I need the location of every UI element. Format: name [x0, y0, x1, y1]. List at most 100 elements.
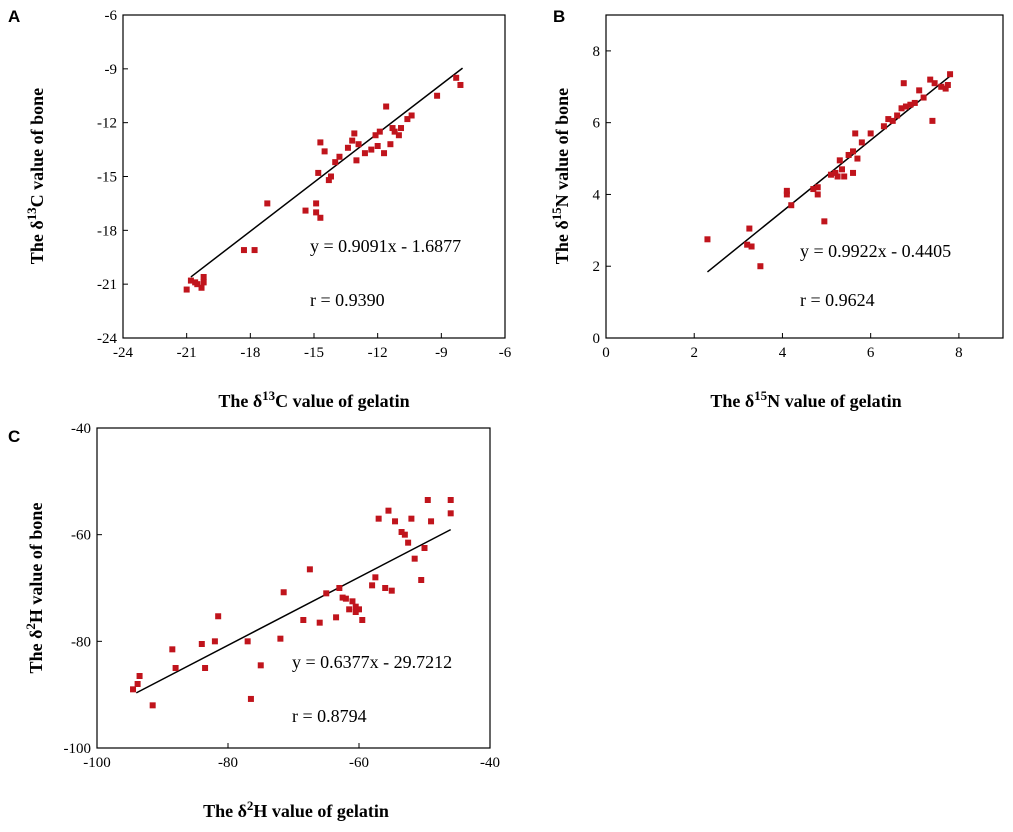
panel-c-letter: C [8, 427, 20, 446]
panel-a-r-value: r = 0.9390 [310, 290, 385, 310]
a-data-point [355, 141, 362, 148]
c-data-point [375, 515, 382, 522]
b-data-point [841, 173, 848, 180]
c-data-point [408, 515, 415, 522]
a-data-point [457, 81, 464, 88]
c-x-tick-label: -100 [83, 755, 111, 771]
panel-c-points [130, 497, 454, 709]
panel-b-equation: y = 0.9922x - 0.4405 [800, 241, 951, 261]
c-data-point [247, 695, 254, 702]
panel-a-ticks: -24 -21 -18 -15 -12 -9 -6 -24 -21 -18 -15 -12 -9 -6 [97, 8, 512, 361]
c-data-point [149, 702, 156, 709]
b-data-point [907, 101, 914, 108]
b-data-point [788, 202, 795, 209]
c-data-point [333, 614, 340, 621]
a-data-point [317, 139, 324, 146]
c-data-point [323, 590, 330, 597]
c-data-point [172, 665, 179, 671]
c-data-point [382, 585, 389, 591]
c-y-tick-label: -60 [71, 528, 91, 544]
panel-c-ticks: -100 -80 -60 -40 -100 -80 -60 -40 [64, 421, 501, 771]
b-data-point [911, 99, 918, 106]
a-x-tick-label: -6 [499, 345, 512, 361]
a-data-point [381, 150, 388, 157]
c-data-point [339, 594, 346, 601]
b-y-tick-label: 2 [593, 259, 601, 275]
a-data-point [327, 173, 334, 180]
a-data-point [391, 128, 398, 135]
a-data-point [313, 209, 320, 216]
panel-c-r-value: r = 0.8794 [292, 706, 367, 726]
c-data-point [388, 587, 395, 594]
a-data-point [361, 150, 368, 157]
c-data-point [306, 566, 313, 573]
b-data-point [850, 148, 857, 155]
c-data-point [405, 539, 412, 546]
a-data-point [200, 279, 207, 286]
a-y-tick-label: -15 [97, 170, 117, 186]
b-data-point [894, 112, 901, 119]
b-data-point [852, 130, 859, 137]
b-data-point [947, 71, 954, 78]
a-data-point [398, 125, 405, 132]
c-data-point [401, 531, 408, 538]
a-data-point [313, 200, 320, 207]
b-data-point [836, 157, 843, 164]
b-data-point [783, 191, 790, 198]
a-data-point [194, 281, 201, 288]
b-data-point [827, 171, 834, 178]
panel-a-x-axis-title: The δ13C value of gelatin [218, 388, 409, 411]
panel-a-y-axis-title: The δ13C value of bone [24, 88, 47, 264]
a-y-tick-label: -12 [97, 116, 117, 132]
b-data-point [942, 85, 949, 92]
c-data-point [428, 518, 435, 525]
a-data-point [336, 153, 343, 160]
panel-b-plot-frame [605, 14, 1004, 339]
c-data-point [169, 646, 176, 653]
c-y-tick-label: -40 [71, 421, 91, 437]
c-x-tick-label: -60 [349, 755, 369, 771]
c-fit-line [135, 528, 452, 694]
b-y-tick-label: 8 [593, 44, 601, 60]
c-data-point [215, 613, 222, 620]
panel-c-x-axis-title: The δ2H value of gelatin [203, 798, 389, 821]
b-data-point [783, 187, 790, 194]
c-data-point [352, 603, 359, 610]
panel-b-ticks: 0 2 4 6 8 0 2 4 6 8 [593, 44, 963, 361]
a-fit-line [190, 67, 464, 278]
a-data-point [349, 137, 356, 144]
b-data-point [927, 76, 934, 83]
a-data-point [183, 286, 190, 293]
a-data-point [351, 130, 358, 137]
b-data-point [834, 173, 841, 180]
c-x-tick-label: -80 [218, 755, 238, 771]
b-data-point [938, 83, 945, 90]
panel-a: A -24 -21 -18 -15 -12 -9 -6 -24 -21 -18 -15 -12 -9 -6… [8, 7, 512, 411]
panel-c-y-axis-title: The δ2H value of bone [23, 503, 46, 674]
c-data-point [392, 518, 399, 525]
a-data-point [374, 142, 381, 149]
a-x-tick-label: -24 [113, 345, 133, 361]
b-data-point [854, 155, 861, 162]
b-data-point [746, 225, 753, 232]
c-data-point [244, 638, 251, 645]
c-data-point [316, 619, 323, 626]
b-data-point [902, 103, 909, 110]
a-data-point [187, 277, 194, 284]
a-x-tick-label: -21 [177, 345, 197, 361]
b-data-point [867, 130, 874, 137]
b-x-tick-label: 8 [955, 345, 963, 361]
c-data-point [136, 673, 143, 679]
c-data-point [411, 555, 418, 562]
b-data-point [814, 184, 821, 191]
a-x-tick-label: -15 [304, 345, 324, 361]
panel-a-fit [190, 67, 464, 278]
a-data-point [408, 112, 415, 119]
c-data-point [211, 638, 218, 645]
a-y-tick-label: -9 [105, 62, 118, 78]
b-data-point [858, 139, 865, 146]
b-data-point [944, 81, 951, 88]
c-data-point [336, 585, 343, 591]
panel-a-points [183, 74, 464, 293]
a-data-point [353, 157, 360, 164]
